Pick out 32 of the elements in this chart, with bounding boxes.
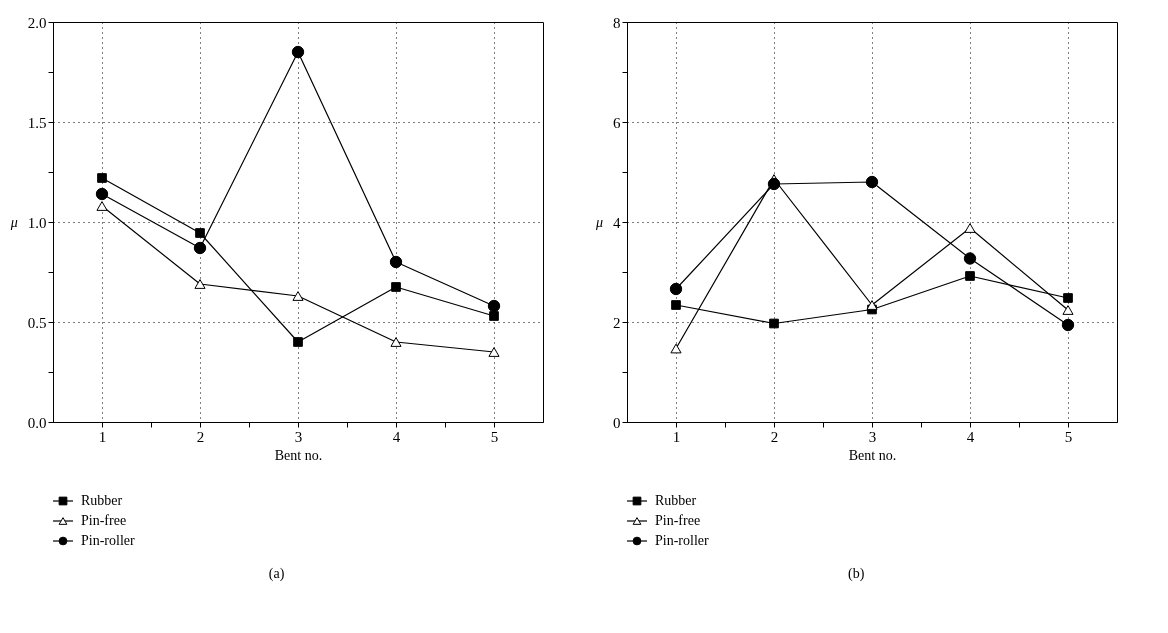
x-tick-label: 1: [98, 428, 107, 445]
x-tick-label: 5: [1064, 428, 1073, 445]
legend-label: Rubber: [655, 493, 697, 508]
text: (b): [848, 566, 865, 582]
x-tick-label: 4: [966, 428, 975, 445]
y-tick-label: 2.0: [27, 14, 47, 31]
legend-label: Pin-roller: [655, 533, 709, 548]
legend-label: Rubber: [81, 493, 123, 508]
y-tick-label: 1.5: [27, 114, 47, 131]
y-tick-label: 6: [613, 114, 621, 131]
text: (a): [268, 566, 285, 582]
y-axis-title: μ: [594, 214, 603, 230]
x-tick-label: 5: [490, 428, 499, 445]
x-tick-label: 3: [868, 428, 877, 445]
x-tick-label: 4: [392, 428, 401, 445]
y-tick-label: 0.5: [27, 314, 47, 331]
x-axis-title: Bent no.: [274, 447, 323, 463]
y-tick-label: 4: [613, 214, 621, 231]
x-tick-label: 2: [770, 428, 779, 445]
y-tick-label: 0.0: [27, 414, 47, 431]
y-axis-title: μ: [9, 214, 18, 230]
legend-label: Pin-roller: [81, 533, 135, 548]
x-tick-label: 1: [672, 428, 681, 445]
y-tick-label: 8: [613, 14, 621, 31]
y-tick-label: 0: [613, 414, 621, 431]
legend-label: Pin-free: [81, 513, 127, 528]
y-tick-label: 1.0: [27, 214, 47, 231]
y-tick-label: 2: [613, 314, 621, 331]
legend-label: Pin-free: [655, 513, 701, 528]
x-axis-title: Bent no.: [848, 447, 897, 463]
x-tick-label: 3: [294, 428, 303, 445]
x-tick-label: 2: [196, 428, 205, 445]
